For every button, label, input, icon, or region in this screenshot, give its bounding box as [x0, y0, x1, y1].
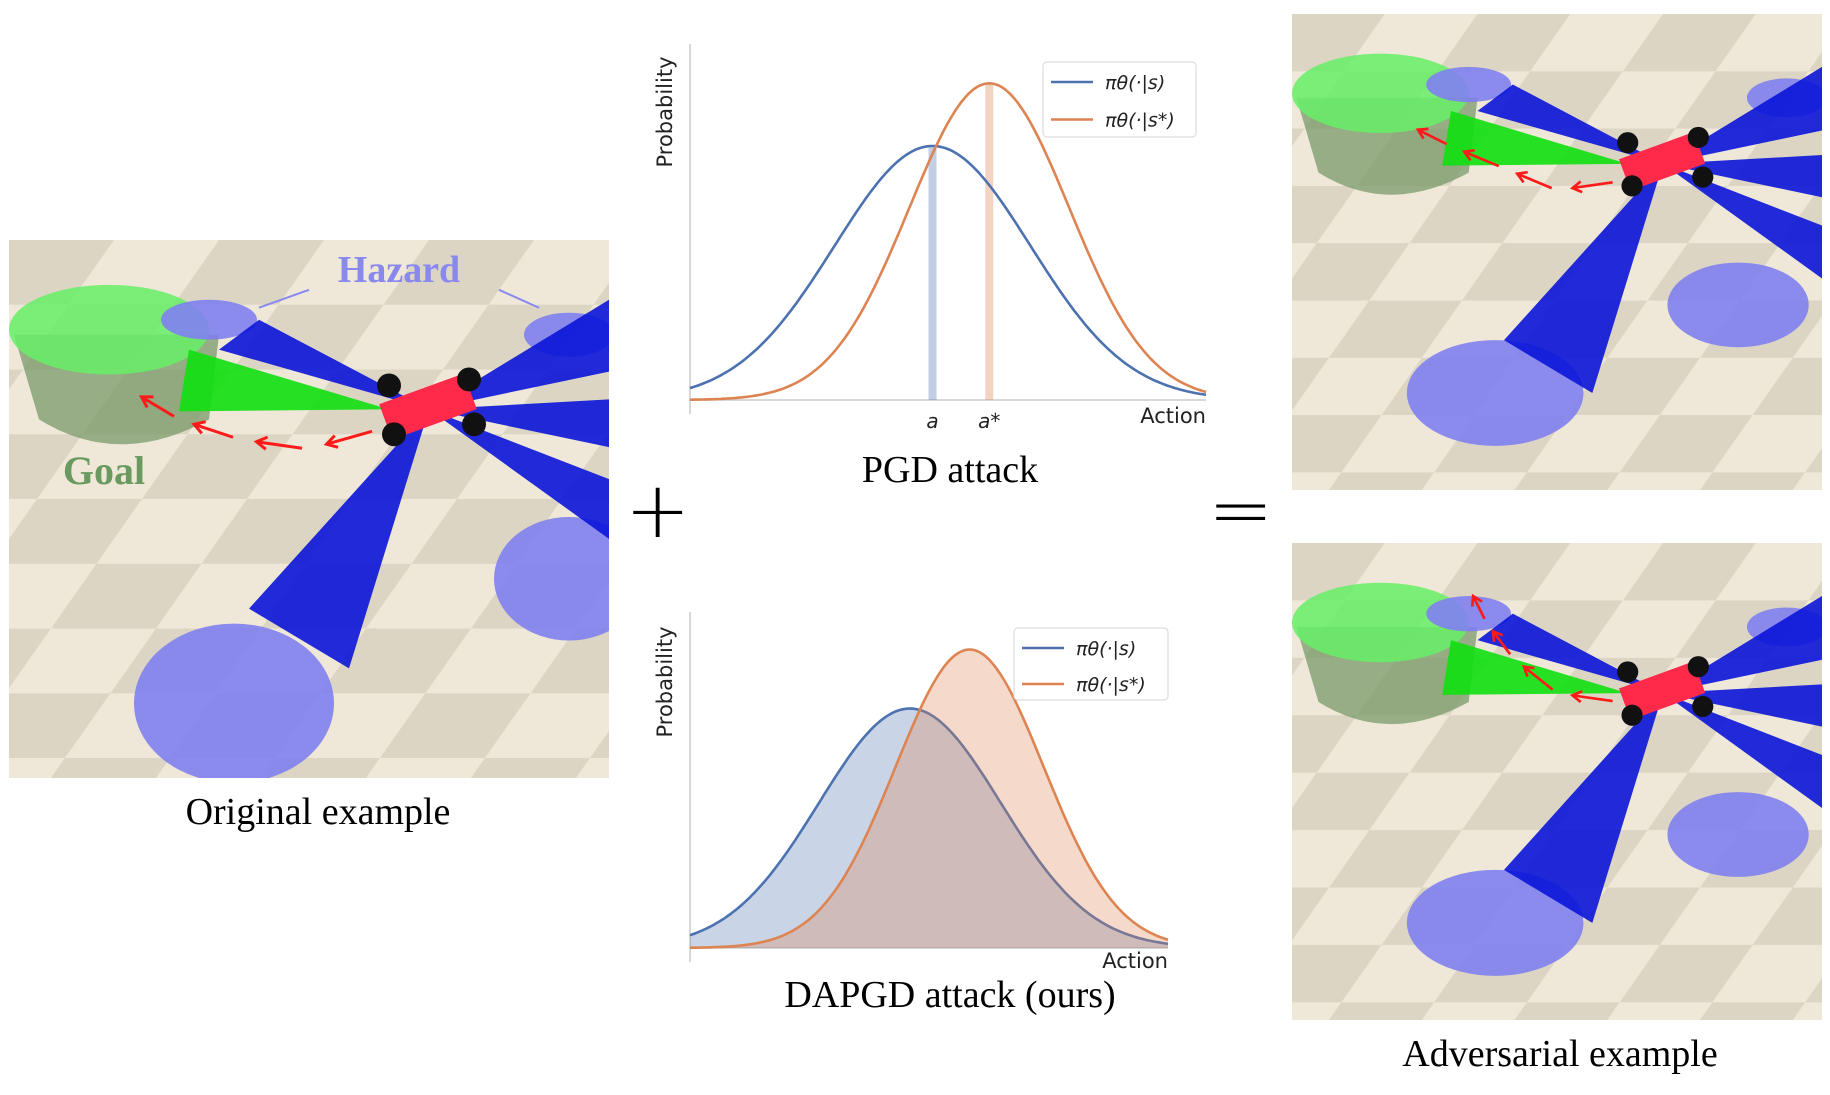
robot-wheel — [1692, 695, 1714, 718]
hazard-disc — [1406, 869, 1584, 976]
lidar-ray-fan — [429, 399, 609, 448]
goal-cylinder-top — [9, 284, 209, 375]
lidar-ray-fan — [219, 319, 429, 410]
arrow-head-icon — [139, 395, 154, 409]
goal-cylinder-top — [1292, 53, 1469, 133]
robot-body — [1619, 661, 1706, 721]
trajectory-arrow — [256, 440, 303, 450]
hazard-disc — [1667, 792, 1809, 877]
arrow-head-icon — [253, 435, 269, 451]
x-axis-label: Action — [1140, 404, 1206, 428]
robot-body — [1619, 132, 1706, 191]
robot-wheel — [1617, 132, 1639, 154]
series-line-0 — [689, 707, 1169, 946]
original-example-caption: Original example — [185, 791, 451, 833]
mean-marker — [928, 145, 937, 400]
trajectory-arrow — [1572, 181, 1613, 190]
series-line-1 — [689, 648, 1169, 950]
robot-wheel — [377, 373, 401, 398]
hazard-disc — [1406, 340, 1584, 446]
hazard-label: Hazard — [338, 249, 460, 291]
scene-render: Hazard Goal — [9, 240, 609, 778]
robot-wheel — [1687, 126, 1709, 148]
trajectory-arrow — [1572, 694, 1613, 703]
adversarial-example-pgd-scene — [1292, 14, 1822, 490]
series-line-1 — [690, 81, 1207, 401]
legend-label-0: πθ(·|s) — [1076, 638, 1136, 660]
lidar-ray-fan — [1477, 84, 1663, 164]
goal-cylinder-top — [1292, 582, 1469, 663]
scene-render — [1292, 543, 1822, 1020]
x-axis-label: Action — [1102, 949, 1168, 973]
robot-wheel — [462, 412, 486, 437]
adversarial-example-dapgd-scene — [1292, 543, 1822, 1020]
legend-box — [1013, 627, 1169, 701]
trajectory-arrow — [140, 395, 175, 418]
lidar-ray-fan — [1504, 163, 1663, 394]
trajectory-arrow — [1523, 665, 1554, 691]
arrow-head-icon — [1514, 170, 1528, 184]
trajectory-arrow — [326, 429, 373, 446]
lidar-ray-fan — [1504, 693, 1663, 923]
trajectory-arrow — [1471, 595, 1486, 620]
robot-wheel — [457, 367, 481, 392]
mean-marker — [985, 83, 994, 400]
arrow-head-icon — [1491, 629, 1504, 643]
x-tick-label: a* — [978, 409, 1000, 433]
robot-wheel — [1617, 661, 1639, 683]
arrow-head-icon — [1569, 690, 1583, 704]
original-example-scene: Hazard Goal — [9, 240, 609, 778]
trajectory-arrow — [1491, 630, 1512, 656]
scene-render — [1292, 14, 1822, 490]
robot-wheel — [1621, 704, 1643, 726]
plus-sign: + — [625, 466, 691, 556]
arrow-head-icon — [191, 420, 207, 435]
robot-wheel — [1692, 166, 1714, 188]
hazard-disc — [1426, 66, 1512, 103]
hazard-pointer-arrow — [258, 288, 310, 309]
legend-label-0: πθ(·|s) — [1105, 72, 1165, 94]
robot-body — [379, 373, 477, 440]
trajectory-arrow — [193, 422, 234, 439]
hazard-disc — [494, 516, 609, 641]
x-tick-label: a — [926, 409, 938, 433]
trajectory-arrow — [1463, 150, 1500, 168]
arrow-head-icon — [1521, 665, 1535, 678]
lidar-ray-fan — [1477, 613, 1663, 694]
arrow-head-icon — [1415, 127, 1429, 140]
series-line-0 — [689, 144, 1207, 397]
equals-sign: = — [1208, 466, 1274, 556]
arrow-head-icon — [323, 434, 339, 449]
y-axis-label: Probability — [653, 56, 677, 167]
robot-wheel — [382, 422, 406, 447]
lidar-ray-fan — [1663, 155, 1822, 198]
series-area-1 — [690, 649, 1168, 948]
hazard-disc — [1426, 596, 1512, 632]
lidar-goal-fan — [1442, 640, 1628, 695]
hazard-disc — [161, 299, 257, 340]
adversarial-example-caption: Adversarial example — [1402, 1033, 1718, 1075]
robot-wheel — [1621, 175, 1643, 197]
pgd-attack-title: PGD attack — [861, 449, 1039, 491]
arrow-head-icon — [1470, 593, 1483, 607]
trajectory-arrow — [1417, 128, 1448, 146]
lidar-goal-fan — [1442, 110, 1628, 166]
lidar-ray-fan — [249, 409, 429, 669]
legend-label-1: πθ(·|s*) — [1076, 674, 1146, 696]
legend-label-1: πθ(·|s*) — [1105, 110, 1175, 132]
goal-label: Goal — [63, 448, 145, 493]
y-axis-label: Probability — [653, 626, 677, 737]
arrow-head-icon — [1569, 180, 1583, 194]
trajectory-arrow — [1516, 172, 1553, 190]
lidar-goal-fan — [179, 349, 389, 412]
lidar-ray-fan — [429, 409, 609, 539]
dapgd-attack-title: DAPGD attack (ours) — [784, 974, 1116, 1016]
lidar-ray-fan — [1663, 684, 1822, 727]
hazard-disc — [1667, 262, 1809, 348]
robot-wheel — [1687, 656, 1709, 678]
hazard-disc — [134, 623, 334, 778]
series-area-0 — [690, 708, 1168, 948]
hazard-pointer-arrow — [498, 288, 540, 309]
arrow-head-icon — [1461, 148, 1475, 162]
